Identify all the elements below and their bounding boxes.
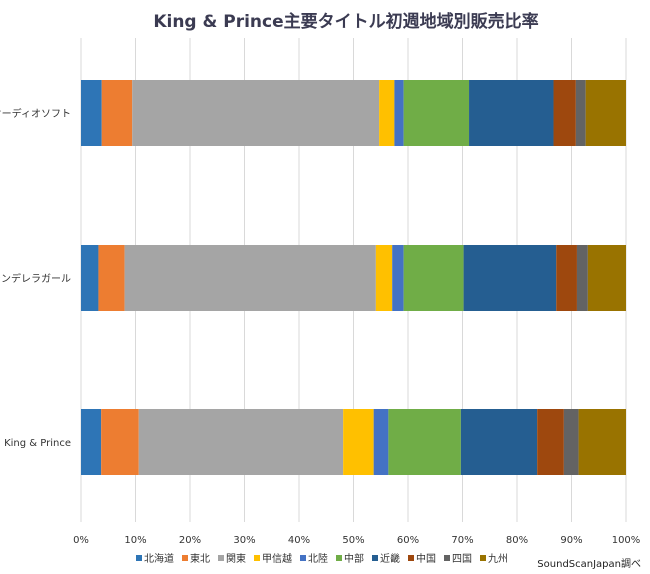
x-tick-label: 70% xyxy=(451,535,473,546)
x-tick-label: 10% xyxy=(124,535,146,546)
legend-swatch xyxy=(218,555,224,561)
legend-label: 中国 xyxy=(416,552,436,565)
bar-segment xyxy=(460,409,538,475)
bar-segment xyxy=(81,80,102,146)
x-tick-label: 20% xyxy=(179,535,201,546)
source-note: SoundScanJapan調べ xyxy=(537,557,641,570)
legend-label: 北海道 xyxy=(144,552,174,565)
legend-swatch xyxy=(372,555,378,561)
bar-segment xyxy=(81,245,99,311)
bar-segment xyxy=(556,245,577,311)
bar-segment xyxy=(98,245,125,311)
bar-segment xyxy=(81,409,102,475)
category-label: シンデレラガール xyxy=(0,272,71,285)
legend-swatch xyxy=(408,555,414,561)
x-axis-tick-labels: 0% 10% 20% 30% 40% 50% 60% 70% 80% 90% 100% xyxy=(73,535,640,546)
legend-label: 中部 xyxy=(344,552,364,565)
legend-swatch xyxy=(336,555,342,561)
bar-segment xyxy=(575,80,586,146)
bar-segment xyxy=(403,80,470,146)
bar-segment xyxy=(101,80,133,146)
bar-segment xyxy=(469,80,554,146)
bar-segment xyxy=(463,245,557,311)
bar-segment xyxy=(392,245,404,311)
legend-label: 九州 xyxy=(488,553,508,565)
bars xyxy=(81,80,626,475)
x-tick-label: 90% xyxy=(560,535,582,546)
x-tick-label: 50% xyxy=(342,535,364,546)
bar-segment xyxy=(537,409,564,475)
x-tick-label: 60% xyxy=(397,535,419,546)
bar-segment xyxy=(124,245,376,311)
bar-segment xyxy=(578,409,626,475)
x-tick-label: 40% xyxy=(288,535,310,546)
bar-segment xyxy=(388,409,461,475)
legend-swatch xyxy=(136,555,142,561)
bar-segment xyxy=(553,80,576,146)
bar-segment xyxy=(101,409,139,475)
legend: 北海道 東北 関東 甲信越 北陸 中部 近畿 中国 四国 九州 xyxy=(136,552,508,565)
category-labels: 全オーディオソフトシンデレラガール King & Prince xyxy=(0,107,71,449)
chart-title: King & Prince主要タイトル初週地域別販売比率 xyxy=(153,11,538,32)
legend-swatch xyxy=(254,555,260,561)
legend-swatch xyxy=(300,555,306,561)
x-tick-label: 30% xyxy=(233,535,255,546)
x-tick-label: 100% xyxy=(612,535,641,546)
legend-swatch xyxy=(444,555,450,561)
bar-segment xyxy=(394,80,404,146)
x-tick-label: 80% xyxy=(506,535,528,546)
legend-swatch xyxy=(182,555,188,561)
legend-swatch xyxy=(480,555,486,561)
bar-segment xyxy=(138,409,344,475)
x-tick-label: 0% xyxy=(73,535,89,546)
legend-label: 関東 xyxy=(226,552,246,565)
bar-segment xyxy=(585,80,626,146)
bar-segment xyxy=(576,245,588,311)
bar-segment xyxy=(343,409,374,475)
legend-label: 甲信越 xyxy=(262,552,292,565)
legend-label: 東北 xyxy=(190,552,210,565)
bar-segment xyxy=(587,245,626,311)
category-label: 全オーディオソフト xyxy=(0,107,71,120)
legend-label: 近畿 xyxy=(380,552,400,565)
bar-segment xyxy=(375,245,393,311)
bar-segment xyxy=(379,80,395,146)
legend-label: 四国 xyxy=(452,553,472,565)
bar-segment xyxy=(403,245,464,311)
bar-segment xyxy=(373,409,389,475)
category-label: King & Prince xyxy=(4,438,71,449)
legend-label: 北陸 xyxy=(308,552,328,565)
bar-segment xyxy=(132,80,380,146)
bar-segment xyxy=(563,409,579,475)
